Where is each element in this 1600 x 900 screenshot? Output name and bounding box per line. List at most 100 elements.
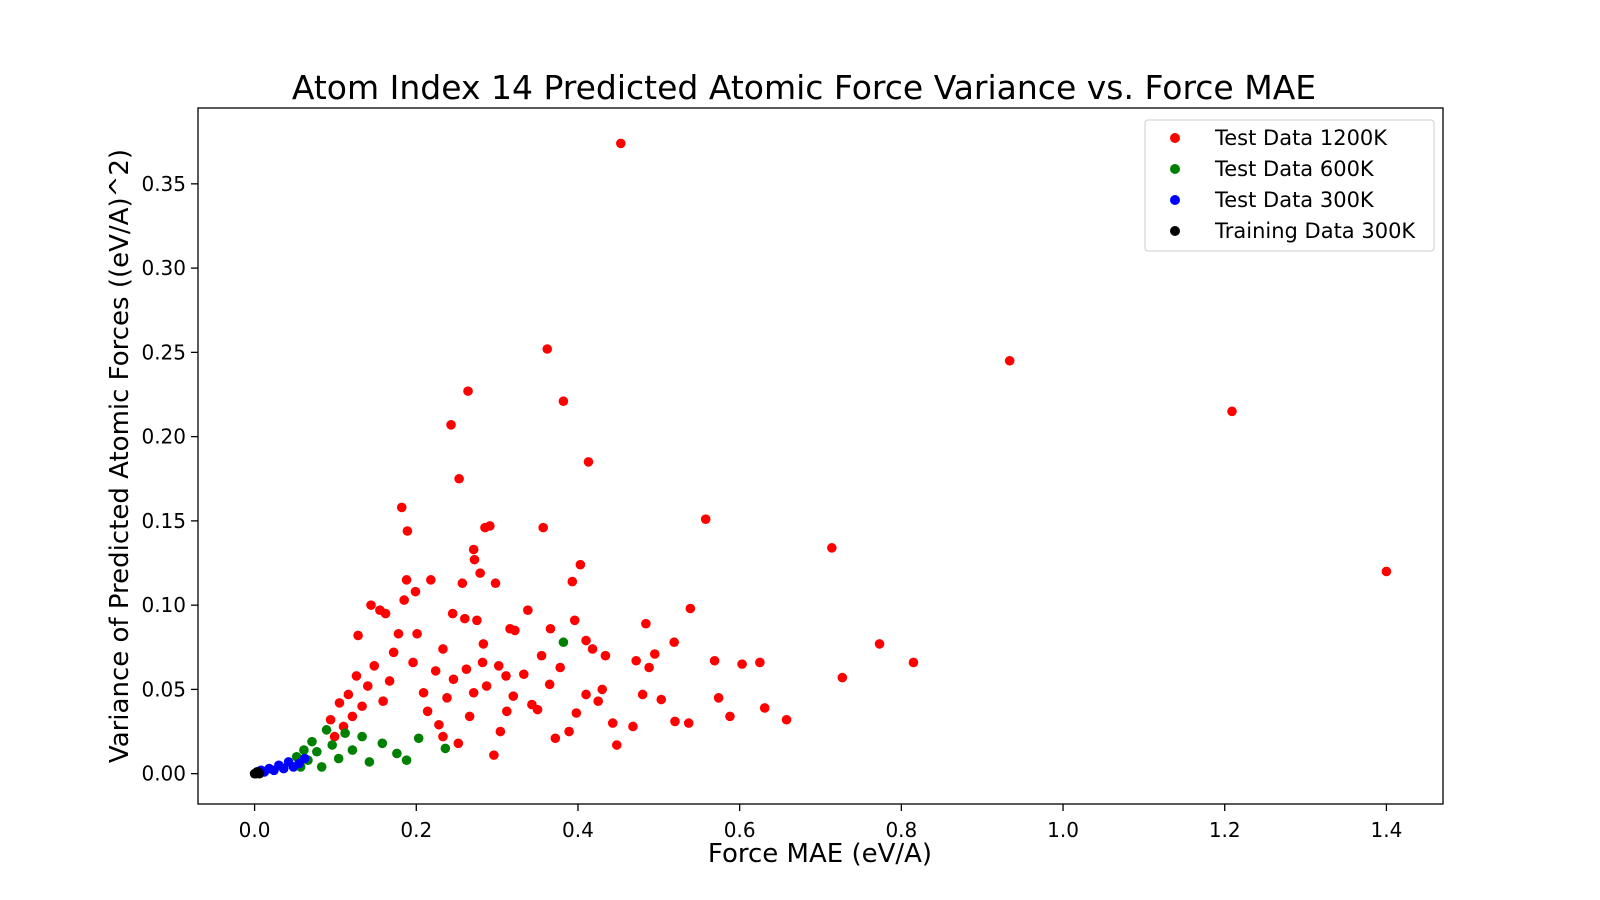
data-point: [438, 644, 448, 654]
data-point: [312, 746, 322, 757]
data-point: [493, 661, 504, 671]
points-layer: [249, 138, 1392, 779]
data-point: [357, 731, 367, 742]
data-point: [463, 386, 473, 396]
data-point: [1227, 406, 1237, 417]
data-point: [393, 628, 404, 639]
data-point: [362, 681, 373, 691]
data-point: [343, 689, 354, 700]
data-point: [468, 544, 479, 555]
data-point: [490, 578, 501, 589]
data-point: [448, 674, 459, 685]
data-point: [402, 526, 413, 536]
data-point: [481, 681, 492, 691]
data-point: [454, 473, 464, 484]
data-point: [737, 659, 747, 669]
data-point: [252, 767, 262, 777]
data-point: [495, 726, 506, 737]
data-point: [713, 693, 724, 703]
data-point: [641, 618, 651, 629]
data-point: [616, 138, 626, 149]
data-point: [384, 676, 395, 686]
data-point: [316, 762, 327, 772]
data-point: [670, 716, 680, 727]
legend-marker: [1170, 164, 1180, 174]
y-tick-label: 0.10: [141, 593, 186, 617]
data-point: [334, 698, 345, 708]
data-point: [508, 691, 519, 701]
y-tick-label: 0.15: [141, 509, 186, 533]
data-point: [587, 644, 598, 654]
legend-item: Test Data 300K: [1170, 188, 1375, 212]
data-point: [472, 615, 482, 626]
data-point: [611, 740, 622, 750]
data-point: [501, 671, 511, 681]
data-point: [410, 586, 421, 597]
data-point: [357, 701, 367, 712]
data-point: [447, 608, 458, 619]
data-point: [685, 603, 696, 614]
x-tick-label: 0.0: [239, 818, 271, 842]
series-0: [325, 138, 1392, 760]
x-tick-label: 1.0: [1047, 818, 1079, 842]
data-point: [446, 420, 456, 430]
data-point: [325, 714, 336, 725]
data-point: [837, 672, 848, 683]
x-tick-label: 1.4: [1371, 818, 1403, 842]
y-tick-label: 0.20: [141, 425, 186, 449]
data-point: [656, 694, 667, 705]
data-point: [464, 711, 475, 722]
data-point: [401, 755, 412, 765]
data-point: [380, 608, 391, 619]
data-point: [669, 637, 679, 648]
plot-frame: [197, 107, 1444, 805]
x-axis: 0.0 0.2 0.4 0.6 0.8 1.0 1.2 1.4: [239, 804, 1403, 842]
data-point: [408, 657, 418, 668]
data-point: [489, 750, 499, 760]
data-point: [478, 639, 489, 649]
data-point: [461, 664, 472, 674]
data-point: [347, 711, 358, 722]
data-point: [468, 687, 479, 698]
data-point: [333, 753, 344, 764]
y-axis-label: Variance of Predicted Atomic Forces ((eV…: [105, 149, 135, 763]
data-point: [369, 661, 380, 671]
data-point: [558, 396, 569, 407]
data-point: [908, 657, 919, 668]
legend-label: Test Data 300K: [1214, 188, 1375, 212]
data-point: [709, 655, 720, 666]
data-point: [364, 757, 375, 767]
data-point: [593, 696, 603, 706]
data-point: [583, 457, 594, 467]
data-point: [700, 514, 711, 524]
data-point: [558, 637, 569, 648]
legend-marker: [1170, 195, 1180, 205]
data-point: [874, 639, 885, 649]
y-axis: 0.00 0.05 0.10 0.15 0.20 0.25 0.30 0.35: [141, 172, 198, 786]
data-point: [321, 725, 332, 735]
legend-label: Test Data 600K: [1214, 157, 1375, 181]
data-point: [459, 613, 470, 624]
data-point: [631, 655, 641, 666]
data-point: [637, 689, 648, 700]
data-point: [532, 704, 543, 715]
y-tick-label: 0.00: [141, 762, 186, 786]
data-point: [569, 615, 580, 626]
data-point: [542, 344, 553, 354]
data-point: [347, 745, 358, 755]
data-point: [564, 726, 574, 737]
data-point: [545, 623, 556, 634]
x-tick-label: 1.2: [1209, 818, 1241, 842]
data-point: [396, 502, 407, 513]
data-point: [366, 600, 376, 610]
legend-item: Training Data 300K: [1170, 219, 1416, 243]
series-1: [291, 637, 569, 772]
data-point: [571, 708, 582, 718]
data-point: [827, 543, 837, 553]
data-point: [422, 706, 433, 717]
data-point: [442, 693, 452, 703]
data-point: [600, 650, 611, 661]
data-point: [401, 575, 412, 585]
data-point: [457, 578, 468, 589]
